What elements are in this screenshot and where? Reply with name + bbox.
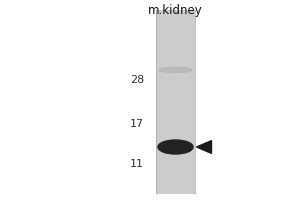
- Ellipse shape: [158, 140, 193, 154]
- Bar: [156, 10, 195, 194]
- Ellipse shape: [159, 68, 192, 72]
- Text: m.kidney: m.kidney: [148, 4, 203, 17]
- Text: 28: 28: [130, 75, 144, 85]
- Text: 11: 11: [130, 159, 144, 169]
- Text: 17: 17: [130, 119, 144, 129]
- Polygon shape: [196, 141, 211, 153]
